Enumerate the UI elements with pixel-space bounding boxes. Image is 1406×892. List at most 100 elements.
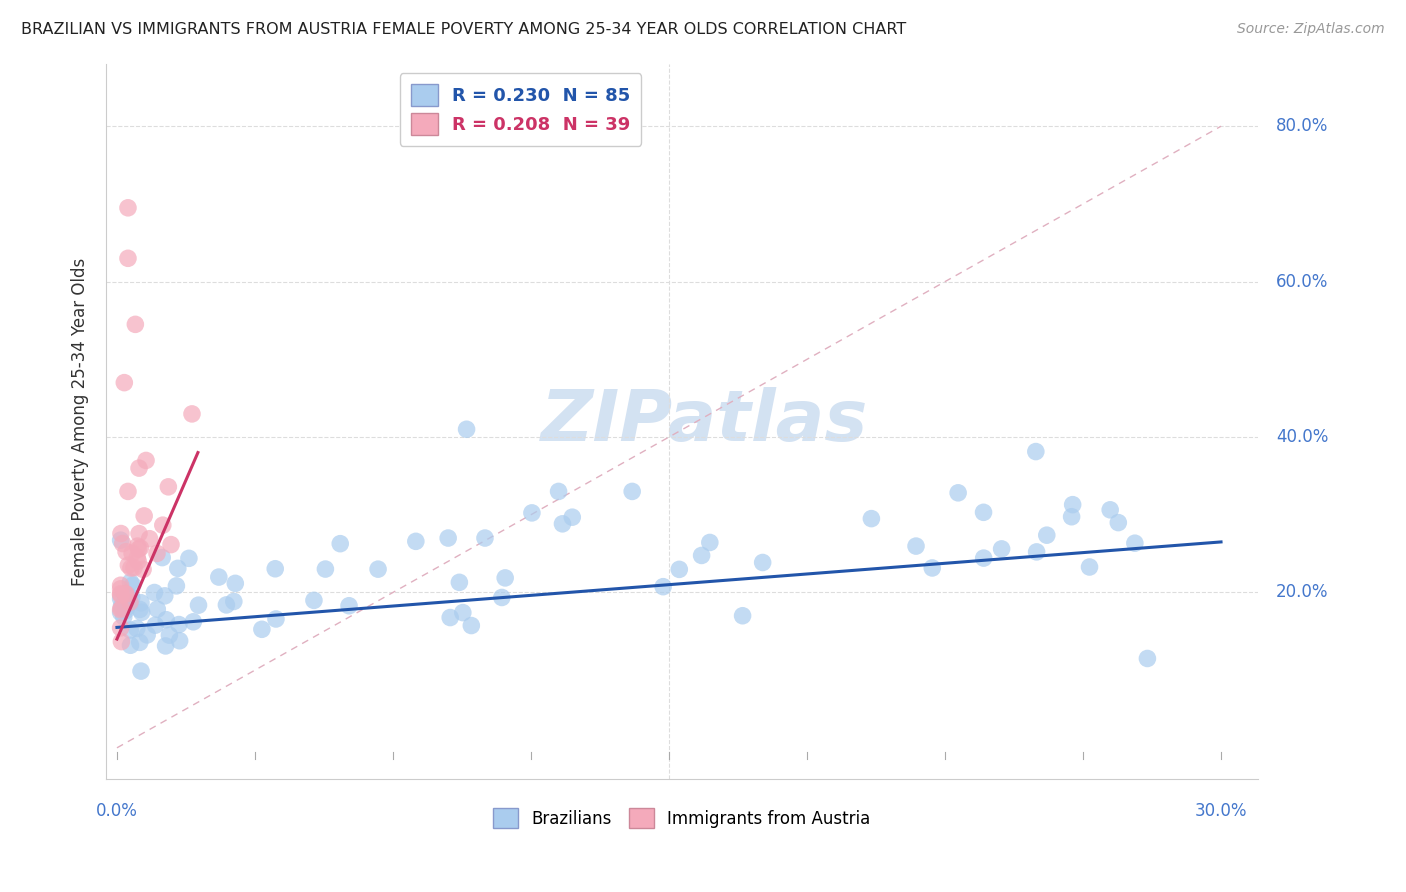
Text: 30.0%: 30.0% [1195, 802, 1247, 821]
Brazilians [136, 628, 159, 642]
Brazilians [157, 628, 180, 642]
Immigrants from Austria [110, 587, 132, 601]
Immigrants from Austria [127, 539, 149, 553]
Brazilians [208, 570, 231, 584]
Brazilians [181, 615, 204, 629]
Brazilians [1062, 498, 1084, 512]
Brazilians [547, 484, 569, 499]
Brazilians [551, 516, 574, 531]
Y-axis label: Female Poverty Among 25-34 Year Olds: Female Poverty Among 25-34 Year Olds [72, 258, 89, 586]
Brazilians [337, 599, 360, 613]
Brazilians [264, 562, 287, 576]
Immigrants from Austria [110, 578, 132, 592]
Brazilians [1025, 545, 1047, 559]
Immigrants from Austria [129, 541, 152, 555]
Brazilians [751, 556, 773, 570]
Brazilians [128, 602, 150, 616]
Brazilians [110, 533, 132, 548]
Immigrants from Austria [128, 461, 150, 475]
Brazilians [146, 602, 169, 616]
Brazilians [946, 485, 969, 500]
Immigrants from Austria [121, 546, 143, 560]
Brazilians [520, 506, 543, 520]
Brazilians [491, 591, 513, 605]
Text: Source: ZipAtlas.com: Source: ZipAtlas.com [1237, 22, 1385, 37]
Brazilians [115, 600, 138, 615]
Immigrants from Austria [120, 561, 142, 575]
Brazilians [120, 638, 142, 652]
Text: 0.0%: 0.0% [96, 802, 138, 821]
Immigrants from Austria [111, 536, 134, 550]
Brazilians [166, 561, 188, 575]
Brazilians [367, 562, 389, 576]
Immigrants from Austria [117, 558, 139, 573]
Immigrants from Austria [117, 201, 139, 215]
Brazilians [731, 608, 754, 623]
Legend: Brazilians, Immigrants from Austria: Brazilians, Immigrants from Austria [486, 801, 877, 835]
Immigrants from Austria [110, 582, 132, 596]
Brazilians [329, 536, 352, 550]
Brazilians [264, 612, 287, 626]
Brazilians [128, 635, 150, 649]
Immigrants from Austria [127, 550, 149, 565]
Text: ZIPatlas: ZIPatlas [541, 387, 869, 456]
Brazilians [449, 575, 471, 590]
Brazilians [1036, 528, 1059, 542]
Immigrants from Austria [128, 542, 150, 557]
Brazilians [165, 579, 187, 593]
Brazilians [169, 633, 191, 648]
Brazilians [905, 539, 928, 553]
Brazilians [302, 593, 325, 607]
Brazilians [973, 551, 995, 566]
Brazilians [145, 618, 167, 632]
Immigrants from Austria [146, 546, 169, 560]
Brazilians [621, 484, 644, 499]
Immigrants from Austria [110, 634, 132, 648]
Brazilians [110, 606, 132, 620]
Brazilians [451, 606, 474, 620]
Text: 80.0%: 80.0% [1277, 117, 1329, 136]
Brazilians [167, 617, 190, 632]
Brazilians [110, 591, 132, 606]
Immigrants from Austria [134, 508, 156, 523]
Immigrants from Austria [110, 588, 132, 602]
Brazilians [1025, 444, 1047, 458]
Brazilians [494, 571, 516, 585]
Brazilians [120, 623, 142, 637]
Brazilians [114, 604, 136, 618]
Brazilians [110, 599, 132, 614]
Brazilians [1123, 536, 1146, 550]
Brazilians [1078, 560, 1101, 574]
Brazilians [131, 605, 153, 619]
Immigrants from Austria [117, 252, 139, 266]
Brazilians [1060, 509, 1083, 524]
Brazilians [129, 664, 152, 678]
Brazilians [456, 422, 478, 436]
Brazilians [668, 562, 690, 576]
Immigrants from Austria [127, 554, 149, 568]
Brazilians [121, 591, 143, 605]
Immigrants from Austria [115, 544, 138, 558]
Immigrants from Austria [112, 376, 135, 390]
Brazilians [155, 639, 177, 653]
Immigrants from Austria [122, 560, 145, 574]
Immigrants from Austria [138, 532, 160, 546]
Brazilians [177, 551, 200, 566]
Immigrants from Austria [115, 587, 138, 601]
Brazilians [699, 535, 721, 549]
Brazilians [314, 562, 336, 576]
Brazilians [250, 622, 273, 636]
Immigrants from Austria [124, 318, 146, 332]
Immigrants from Austria [110, 601, 132, 615]
Brazilians [437, 531, 460, 545]
Brazilians [474, 531, 496, 545]
Immigrants from Austria [110, 621, 132, 635]
Text: 40.0%: 40.0% [1277, 428, 1329, 446]
Immigrants from Austria [110, 526, 132, 541]
Brazilians [143, 585, 166, 599]
Immigrants from Austria [152, 518, 174, 533]
Immigrants from Austria [157, 480, 180, 494]
Brazilians [222, 594, 245, 608]
Brazilians [120, 575, 142, 590]
Immigrants from Austria [181, 407, 204, 421]
